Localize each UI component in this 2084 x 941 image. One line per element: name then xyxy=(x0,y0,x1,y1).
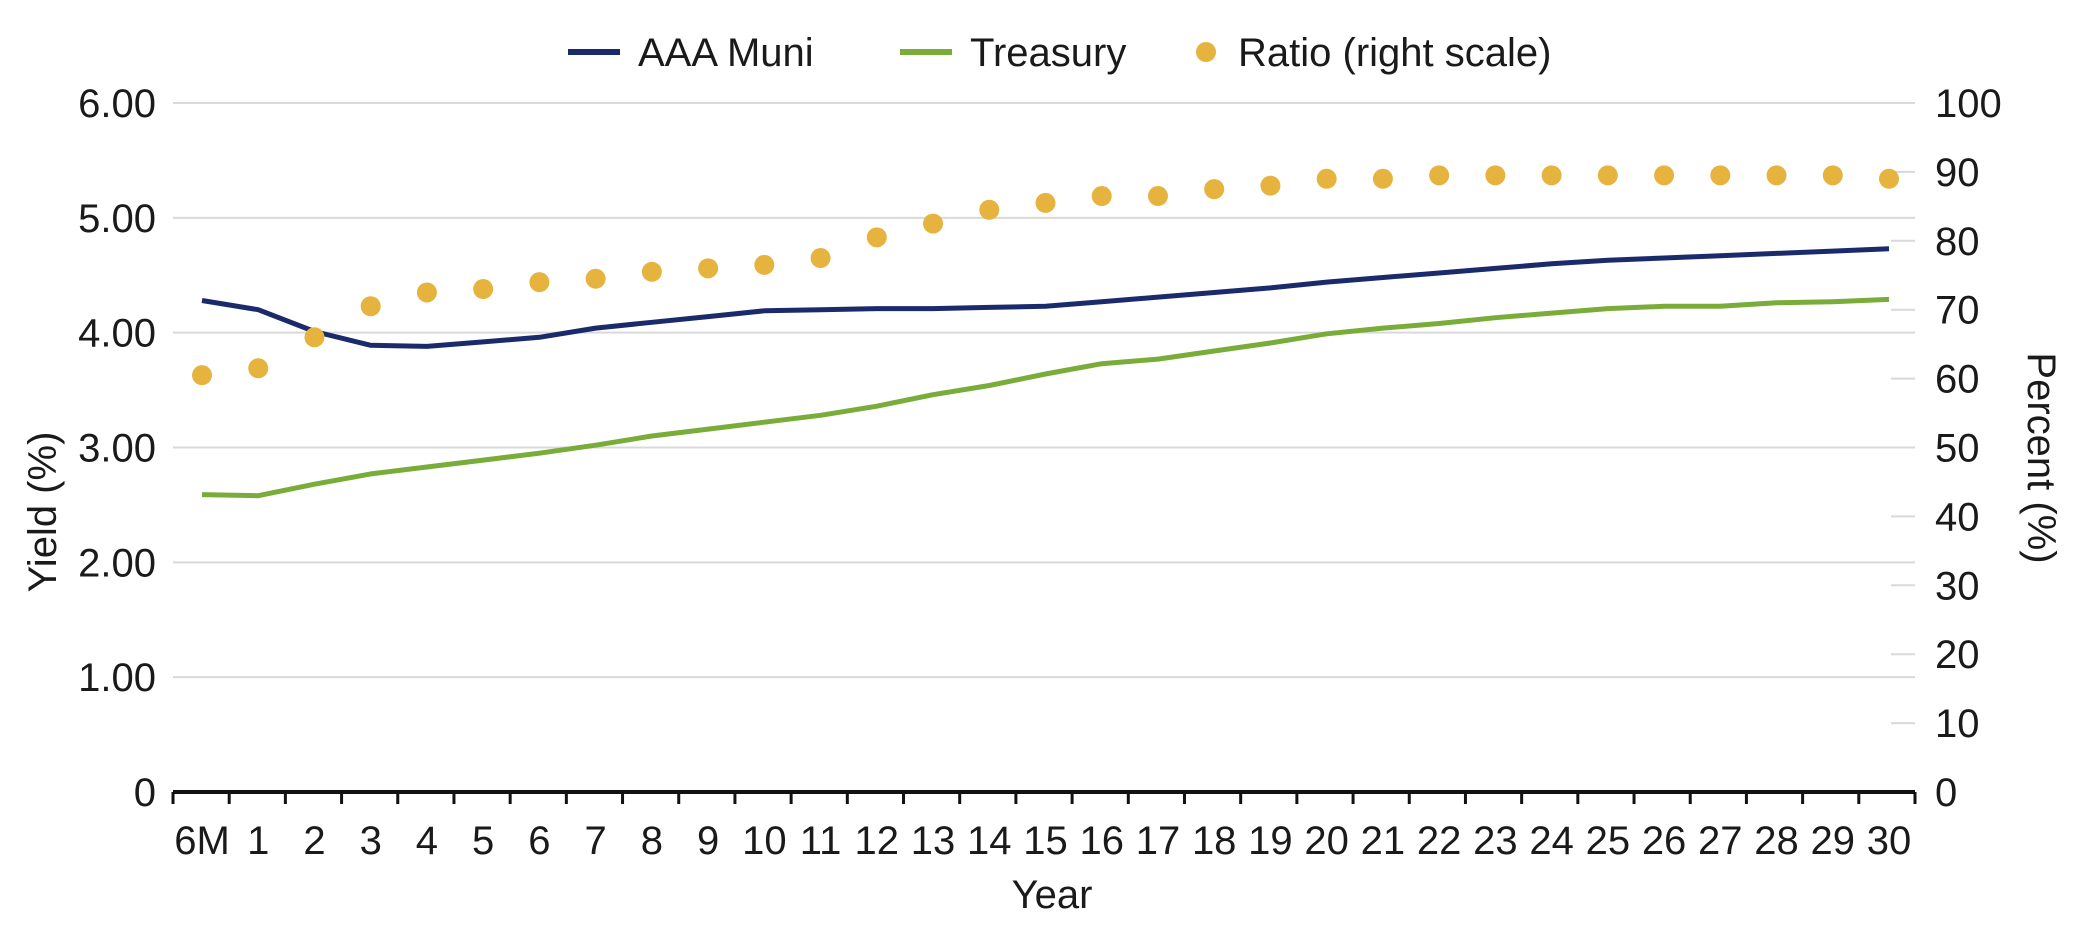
left-tick-label: 0 xyxy=(134,771,156,815)
x-tick-label: 3 xyxy=(360,819,382,863)
x-tick-label: 21 xyxy=(1361,819,1406,863)
x-tick-label: 11 xyxy=(800,819,842,863)
ratio-point xyxy=(1597,165,1618,186)
legend: AAA Muni Treasury Ratio (right scale) xyxy=(568,31,1551,75)
right-y-axis: 0 10 20 30 40 50 60 70 80 90 100 xyxy=(1891,82,2002,815)
legend-label: Treasury xyxy=(970,31,1126,75)
x-tick-label: 14 xyxy=(967,819,1012,863)
x-tick-label: 7 xyxy=(585,819,607,863)
right-y-axis-label: Percent (%) xyxy=(2019,352,2063,563)
left-tick-label: 2.00 xyxy=(78,541,156,585)
x-tick-label: 25 xyxy=(1586,819,1631,863)
x-tick-label: 27 xyxy=(1698,819,1743,863)
ratio-point xyxy=(923,213,944,234)
right-tick-label: 30 xyxy=(1935,564,1980,608)
series-points xyxy=(192,165,1899,386)
ratio-point xyxy=(1204,179,1225,200)
gridlines xyxy=(173,102,1915,679)
x-tick-label: 29 xyxy=(1811,819,1856,863)
ratio-point xyxy=(192,365,212,386)
right-tick-label: 40 xyxy=(1935,495,1980,539)
right-tick-label: 0 xyxy=(1935,771,1957,815)
right-tick-label: 90 xyxy=(1935,151,1980,195)
x-tick-label: 19 xyxy=(1248,819,1293,863)
ratio-point xyxy=(1147,186,1168,207)
ratio-point xyxy=(1035,192,1056,213)
right-tick-label: 50 xyxy=(1935,427,1980,471)
x-tick-label: 17 xyxy=(1136,819,1181,863)
ratio-point xyxy=(248,358,269,379)
x-tick-label: 13 xyxy=(911,819,956,863)
x-tick-label: 24 xyxy=(1529,819,1574,863)
legend-label: AAA Muni xyxy=(638,31,814,75)
left-y-axis: 0 1.00 2.00 3.00 4.00 5.00 6.00 xyxy=(78,82,156,815)
right-tick-label: 20 xyxy=(1935,633,1980,677)
x-tick-label: 30 xyxy=(1867,819,1912,863)
ratio-point xyxy=(698,258,719,279)
x-tick-label: 15 xyxy=(1023,819,1068,863)
ratio-point xyxy=(1766,165,1787,186)
ratio-point xyxy=(360,296,381,317)
x-tick-label: 6M xyxy=(174,819,230,863)
ratio-point xyxy=(1822,165,1843,186)
left-tick-label: 3.00 xyxy=(78,427,156,471)
x-tick-label: 20 xyxy=(1304,819,1349,863)
series-lines xyxy=(201,246,1890,499)
right-tick-label: 70 xyxy=(1935,289,1980,333)
ratio-point xyxy=(529,272,550,293)
ratio-point xyxy=(585,268,606,289)
left-tick-label: 5.00 xyxy=(78,197,156,241)
right-tick-label: 80 xyxy=(1935,220,1980,264)
x-tick-label: 28 xyxy=(1754,819,1799,863)
legend-label: Ratio (right scale) xyxy=(1238,31,1551,75)
x-tick-label: 9 xyxy=(697,819,719,863)
ratio-point xyxy=(979,199,1000,220)
ratio-point xyxy=(1260,175,1281,196)
x-tick-label: 6 xyxy=(528,819,550,863)
ratio-point xyxy=(810,248,831,269)
left-tick-label: 1.00 xyxy=(78,656,156,700)
ratio-point xyxy=(1429,165,1450,186)
series-line-treasury xyxy=(201,296,1890,499)
ratio-point xyxy=(1485,165,1506,186)
ratio-point xyxy=(754,254,775,275)
left-tick-label: 4.00 xyxy=(78,312,156,356)
right-tick-label: 60 xyxy=(1935,358,1980,402)
x-tick-label: 8 xyxy=(641,819,663,863)
x-tick-label: 2 xyxy=(303,819,325,863)
x-tick-label: 4 xyxy=(416,819,438,863)
x-tick-label: 12 xyxy=(855,819,900,863)
ratio-point xyxy=(1879,168,1899,189)
x-tick-label: 10 xyxy=(742,819,787,863)
ratio-point xyxy=(641,261,662,282)
ratio-point xyxy=(1316,168,1337,189)
x-tick-label: 23 xyxy=(1473,819,1518,863)
x-tick-label: 18 xyxy=(1192,819,1237,863)
legend-swatch-dot xyxy=(1196,42,1216,62)
ratio-point xyxy=(416,282,437,303)
ratio-point xyxy=(866,227,887,248)
right-tick-label: 100 xyxy=(1935,82,2002,126)
ratio-point xyxy=(1541,165,1562,186)
ratio-point xyxy=(473,279,494,300)
left-tick-label: 6.00 xyxy=(78,82,156,126)
x-tick-label: 22 xyxy=(1417,819,1462,863)
x-tick-label: 5 xyxy=(472,819,494,863)
ratio-point xyxy=(1654,165,1675,186)
x-tick-label: 16 xyxy=(1079,819,1124,863)
ratio-point xyxy=(1710,165,1731,186)
ratio-point xyxy=(1372,168,1393,189)
ratio-point xyxy=(304,327,325,348)
series-line-aaa-muni xyxy=(201,246,1890,349)
right-tick-label: 10 xyxy=(1935,702,1980,746)
ratio-point xyxy=(1091,186,1112,207)
x-axis-label: Year xyxy=(1012,873,1093,917)
x-axis: 6M 1 2 3 4 5 6 7 8 9 10 11 12 13 14 15 16 17 18 19 20 21 22 23 2… xyxy=(171,790,1917,863)
x-tick-label: 26 xyxy=(1642,819,1687,863)
left-y-axis-label: Yield (%) xyxy=(21,432,65,593)
x-tick-label: 1 xyxy=(247,819,269,863)
